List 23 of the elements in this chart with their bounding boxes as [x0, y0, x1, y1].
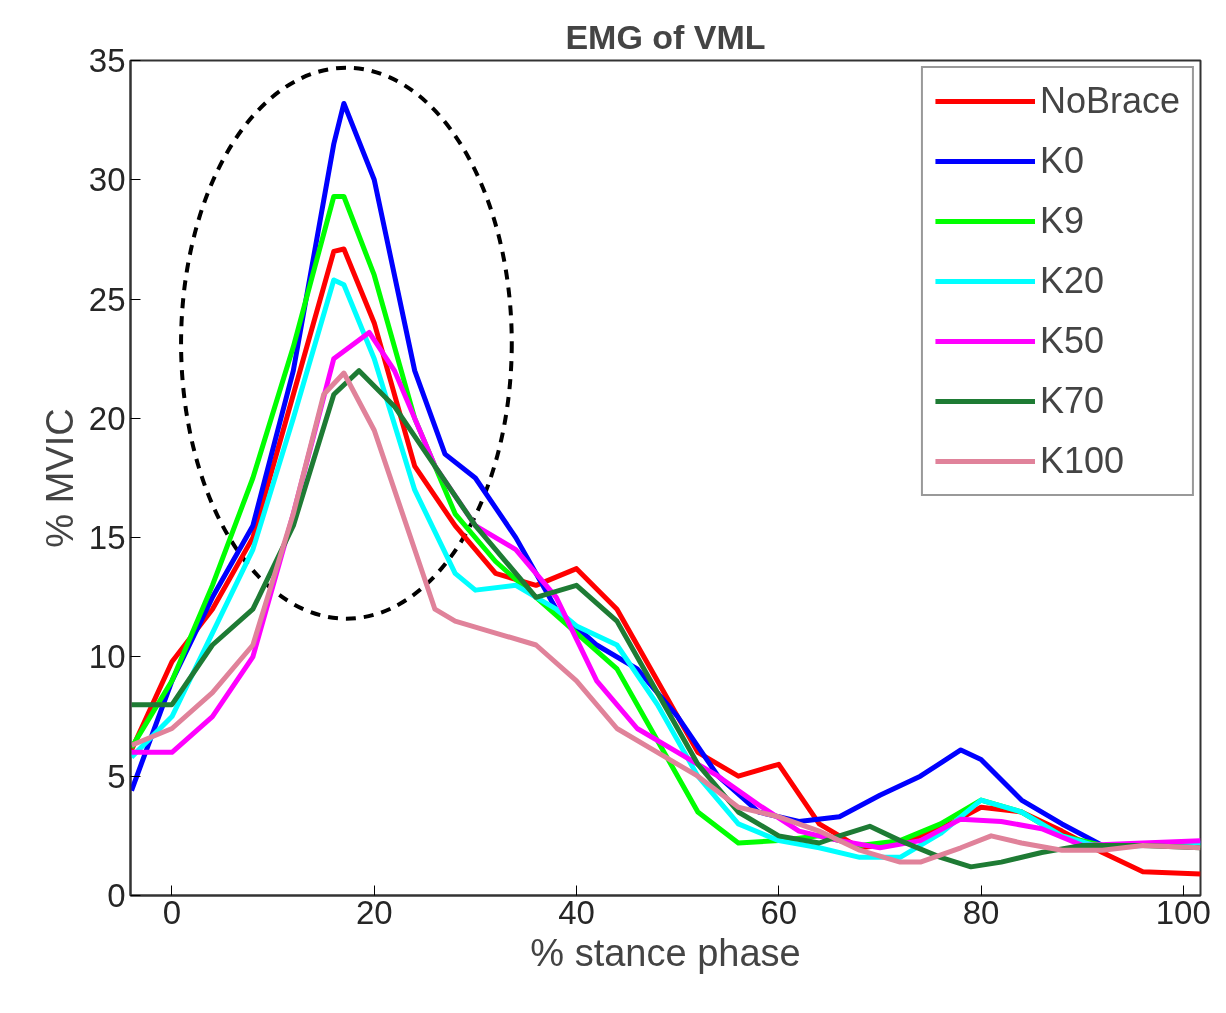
- x-axis-title: % stance phase: [530, 931, 801, 974]
- legend-label: K9: [1039, 200, 1084, 242]
- x-tick-label: 100: [1155, 893, 1211, 931]
- legend-label: K70: [1039, 380, 1104, 422]
- legend-label: K20: [1039, 260, 1104, 302]
- chart-title: EMG of VML: [565, 17, 766, 56]
- y-tick-label: 15: [88, 519, 126, 557]
- x-tick-label: 80: [962, 893, 1000, 931]
- y-tick-label: 5: [107, 757, 126, 795]
- x-tick-label: 40: [558, 893, 595, 931]
- x-tick-label: 20: [355, 893, 393, 931]
- legend-label: K50: [1039, 320, 1104, 362]
- legend-label: NoBrace: [1039, 80, 1180, 122]
- x-tick-label: 0: [162, 893, 182, 931]
- legend-label: K0: [1039, 140, 1084, 182]
- y-tick-label: 30: [88, 161, 126, 199]
- legend-label: K100: [1039, 440, 1125, 482]
- y-tick-label: 25: [88, 280, 126, 318]
- y-tick-label: 35: [88, 42, 126, 79]
- y-tick-label: 10: [88, 638, 126, 676]
- y-tick-label: 20: [88, 399, 126, 437]
- y-axis-title: % MVIC: [38, 408, 81, 548]
- x-tick-label: 60: [760, 893, 798, 931]
